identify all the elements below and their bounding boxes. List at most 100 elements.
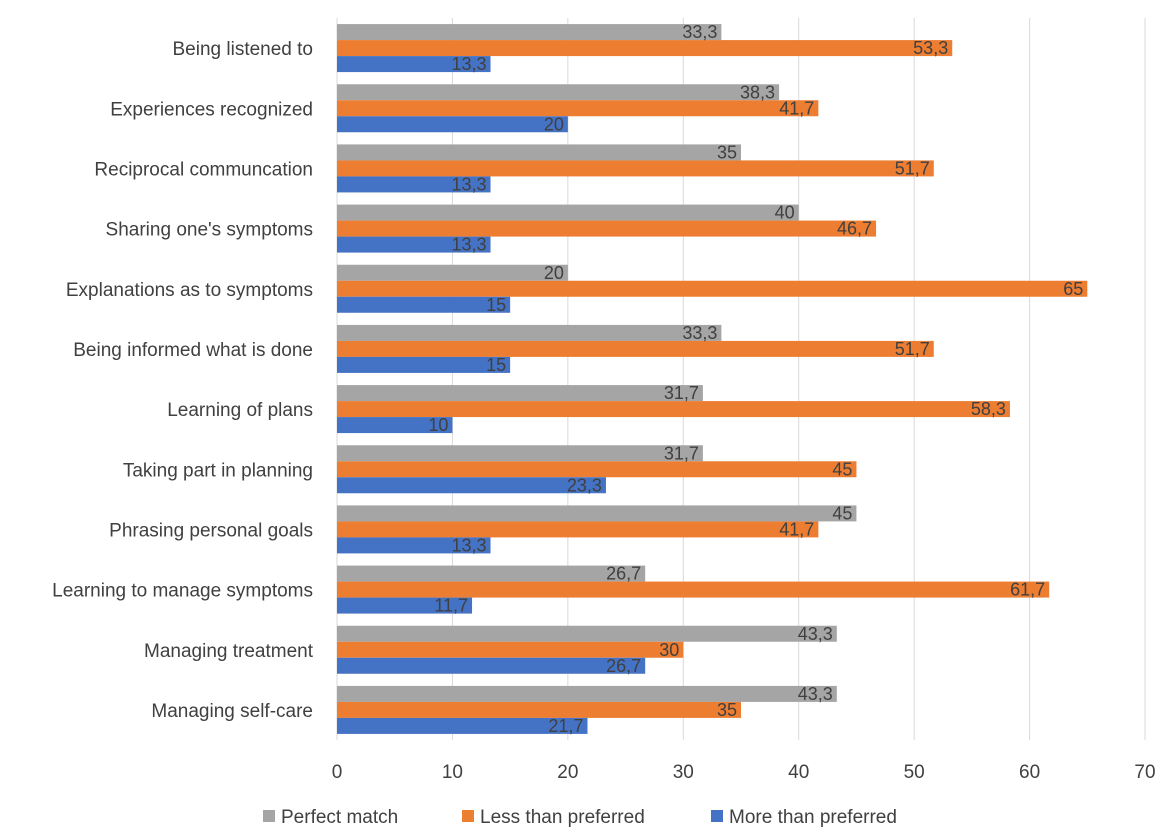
data-label: 65 xyxy=(1063,279,1083,299)
data-label: 13,3 xyxy=(451,54,486,74)
x-tick-label: 0 xyxy=(332,762,343,783)
x-tick-label: 20 xyxy=(557,762,578,783)
bar-more-than-preferred xyxy=(337,296,511,313)
bar-more-than-preferred xyxy=(337,236,491,253)
bar-more-than-preferred xyxy=(337,176,491,193)
category-label: Sharing one's symptoms xyxy=(106,220,313,241)
data-label: 26,7 xyxy=(606,564,641,584)
bar-perfect-match xyxy=(337,204,799,221)
data-label: 41,7 xyxy=(779,519,814,539)
bars xyxy=(337,24,1088,734)
bar-perfect-match xyxy=(337,264,568,281)
bar-less-than-preferred xyxy=(337,340,934,357)
data-label: 23,3 xyxy=(567,475,602,495)
category-label: Reciprocal communcation xyxy=(94,159,313,180)
bar-more-than-preferred xyxy=(337,717,588,734)
bar-perfect-match xyxy=(337,685,837,702)
category-label: Managing self-care xyxy=(151,701,313,722)
bar-less-than-preferred xyxy=(337,461,857,478)
x-tick-label: 60 xyxy=(1019,762,1040,783)
bar-perfect-match xyxy=(337,144,741,161)
data-label: 38,3 xyxy=(740,82,775,102)
data-label: 33,3 xyxy=(682,22,717,42)
category-label: Being listened to xyxy=(173,39,314,60)
data-label: 40 xyxy=(775,203,795,223)
data-label: 31,7 xyxy=(664,383,699,403)
data-label: 15 xyxy=(486,355,506,375)
data-label: 26,7 xyxy=(606,656,641,676)
bar-less-than-preferred xyxy=(337,521,819,538)
data-label: 20 xyxy=(544,263,564,283)
data-label: 35 xyxy=(717,142,737,162)
bar-more-than-preferred xyxy=(337,597,473,614)
data-label: 31,7 xyxy=(664,443,699,463)
bar-less-than-preferred xyxy=(337,701,741,718)
legend-label: More than preferred xyxy=(729,807,897,828)
bar-perfect-match xyxy=(337,505,857,522)
x-tick-label: 40 xyxy=(788,762,809,783)
bar-less-than-preferred xyxy=(337,100,819,117)
x-tick-label: 50 xyxy=(904,762,925,783)
legend-swatch xyxy=(263,810,275,822)
data-label: 33,3 xyxy=(682,323,717,343)
category-label: Phrasing personal goals xyxy=(109,520,313,541)
bar-less-than-preferred xyxy=(337,220,877,237)
data-label: 53,3 xyxy=(913,38,948,58)
bar-perfect-match xyxy=(337,24,722,41)
data-labels: 33,353,313,338,341,7203551,713,34046,713… xyxy=(428,22,1083,736)
legend-label: Perfect match xyxy=(281,807,398,828)
data-label: 46,7 xyxy=(837,219,872,239)
data-label: 51,7 xyxy=(895,158,930,178)
data-label: 21,7 xyxy=(548,716,583,736)
data-label: 45 xyxy=(832,503,852,523)
category-label: Taking part in planning xyxy=(123,460,313,481)
bar-perfect-match xyxy=(337,84,780,101)
category-label: Experiences recognized xyxy=(110,99,313,120)
category-label: Managing treatment xyxy=(144,641,314,662)
bar-more-than-preferred xyxy=(337,356,511,373)
bar-less-than-preferred xyxy=(337,641,684,658)
data-label: 13,3 xyxy=(451,535,486,555)
category-label: Learning to manage symptoms xyxy=(52,581,313,602)
bar-more-than-preferred xyxy=(337,116,568,133)
legend-swatch xyxy=(711,810,723,822)
data-label: 13,3 xyxy=(451,235,486,255)
x-axis-ticks: 0 10 20 30 40 50 60 70 xyxy=(332,762,1156,783)
bar-less-than-preferred xyxy=(337,280,1088,297)
legend-swatch xyxy=(462,810,474,822)
data-label: 35 xyxy=(717,700,737,720)
category-label: Being informed what is done xyxy=(73,340,313,361)
x-tick-label: 30 xyxy=(673,762,694,783)
x-tick-label: 10 xyxy=(442,762,463,783)
bar-more-than-preferred xyxy=(337,417,453,434)
data-label: 61,7 xyxy=(1010,580,1045,600)
category-label: Explanations as to symptoms xyxy=(66,280,313,301)
bar-more-than-preferred xyxy=(337,657,646,674)
legend: Perfect match Less than preferred More tha… xyxy=(263,807,897,828)
data-label: 43,3 xyxy=(798,624,833,644)
bar-perfect-match xyxy=(337,565,646,582)
bar-less-than-preferred xyxy=(337,160,934,177)
data-label: 13,3 xyxy=(451,174,486,194)
data-label: 30 xyxy=(659,640,679,660)
bar-less-than-preferred xyxy=(337,581,1050,598)
bar-perfect-match xyxy=(337,445,703,462)
data-label: 58,3 xyxy=(971,399,1006,419)
data-label: 41,7 xyxy=(779,98,814,118)
bar-more-than-preferred xyxy=(337,477,606,494)
data-label: 20 xyxy=(544,114,564,134)
bar-perfect-match xyxy=(337,625,837,642)
x-tick-label: 70 xyxy=(1134,762,1155,783)
bar-more-than-preferred xyxy=(337,56,491,73)
gridlines xyxy=(336,18,1146,740)
bar-less-than-preferred xyxy=(337,401,1010,418)
data-label: 11,7 xyxy=(434,596,468,616)
data-label: 43,3 xyxy=(798,684,833,704)
bar-less-than-preferred xyxy=(337,40,953,57)
bar-perfect-match xyxy=(337,324,722,341)
data-label: 10 xyxy=(428,415,448,435)
data-label: 15 xyxy=(486,295,506,315)
legend-label: Less than preferred xyxy=(480,807,645,828)
